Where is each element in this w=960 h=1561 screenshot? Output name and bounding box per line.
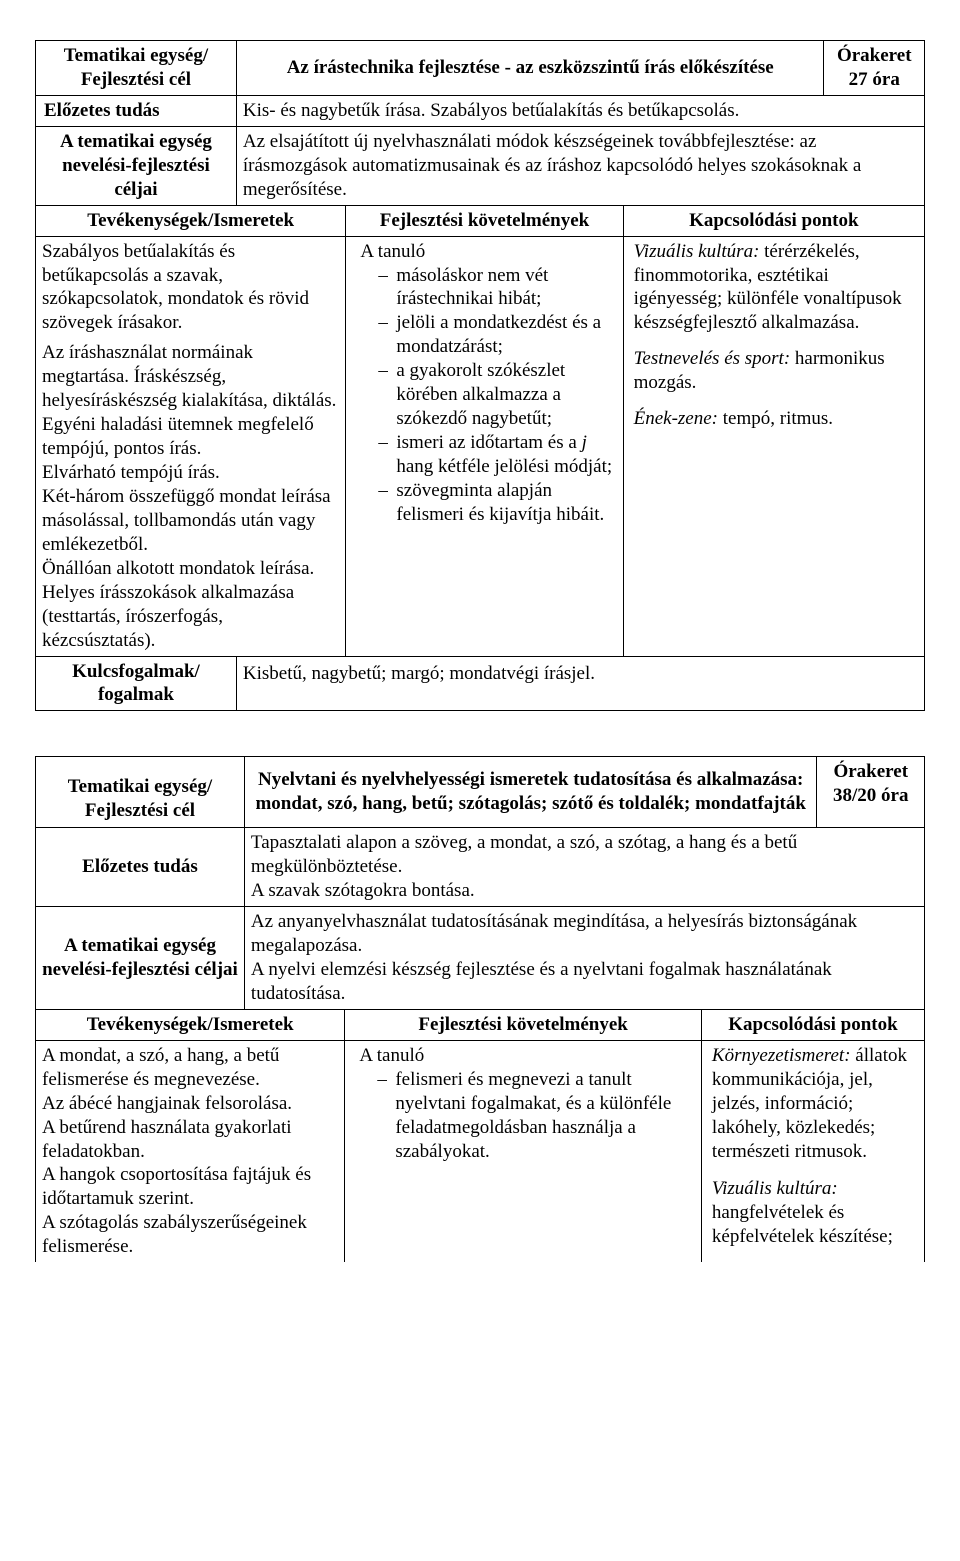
col-connections-header: Kapcsolódási pontok [623,205,924,236]
col-activities-header: Tevékenységek/Ismeretek [36,205,346,236]
col-requirements-header: Fejlesztési követelmények [345,1009,702,1040]
connections-content: Környezetismeret: állatok kommunikációja… [701,1040,924,1262]
requirements-content: A tanuló felismeri és megnevezi a tanult… [345,1040,702,1262]
pedagogic-goals-text: Az elsajátított új nyelvhasználati módok… [236,126,924,205]
unit-title: Az írástechnika fejlesztése - az eszközs… [236,41,824,96]
prior-knowledge-text: Tapasztalati alapon a szöveg, a mondat, … [244,828,924,907]
unit-timeframe: Órakeret 27 óra [824,41,925,96]
unit-label: Tematikai egység/ Fejlesztési cél [36,41,237,96]
requirements-content: A tanuló másoláskor nem vét írástechnika… [346,236,623,656]
activities-content: A mondat, a szó, a hang, a betű felismer… [36,1040,345,1262]
col-activities-header: Tevékenységek/Ismeretek [36,1009,345,1040]
prior-knowledge-text: Kis- és nagybetűk írása. Szabályos betűa… [236,95,924,126]
activities-content: Szabályos betűalakítás és betűkapcsolás … [36,236,346,656]
prior-knowledge-label: Előzetes tudás [36,95,237,126]
key-concepts-text: Kisbetű, nagybetű; margó; mondatvégi írá… [236,656,924,711]
connections-content: Vizuális kultúra: térérzékelés, finommot… [623,236,924,656]
curriculum-table-1: Tematikai egység/ Fejlesztési cél Az írá… [35,40,925,711]
pedagogic-goals-label: A tematikai egység nevelési-fejlesztési … [36,907,245,1010]
prior-knowledge-label: Előzetes tudás [36,828,245,907]
unit-label: Tematikai egység/ Fejlesztési cél [36,757,245,828]
col-connections-header: Kapcsolódási pontok [701,1009,924,1040]
curriculum-table-2: Tematikai egység/ Fejlesztési cél Nyelvt… [35,756,925,1262]
unit-title: Nyelvtani és nyelvhelyességi ismeretek t… [244,757,817,828]
pedagogic-goals-text: Az anyanyelvhasználat tudatosításának me… [244,907,924,1010]
pedagogic-goals-label: A tematikai egység nevelési-fejlesztési … [36,126,237,205]
unit-timeframe: Órakeret 38/20 óra [817,757,925,828]
key-concepts-label: Kulcsfogalmak/ fogalmak [36,656,237,711]
col-requirements-header: Fejlesztési követelmények [346,205,623,236]
